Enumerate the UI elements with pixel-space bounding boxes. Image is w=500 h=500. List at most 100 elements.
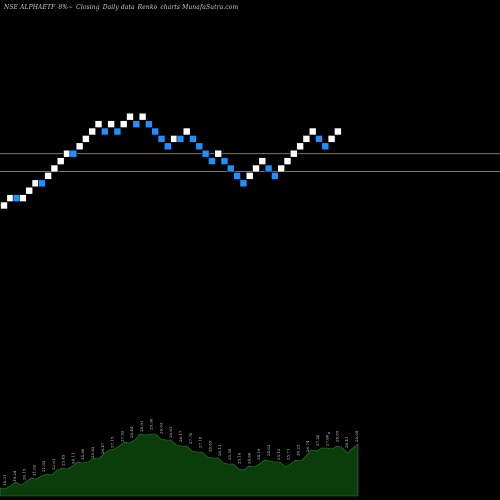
volume-label: 26.11 (217, 445, 222, 456)
up-brick (94, 120, 103, 128)
symbol-label: NSE ALPHAETF (4, 4, 56, 11)
closing-label: Closing (76, 4, 100, 11)
down-brick (12, 194, 21, 202)
volume-label: 26.23 (295, 444, 300, 456)
up-brick (245, 172, 254, 180)
up-brick (308, 127, 317, 136)
volume-labels: 18.31 19.24 20.15 21.02 21.93 22.61 23.45 24.11… (2, 418, 359, 486)
up-brick (277, 164, 286, 173)
up-brick (75, 142, 84, 151)
up-brick (327, 135, 336, 143)
volume-label: 24.96 (80, 448, 85, 460)
up-brick (31, 179, 40, 188)
up-brick (119, 120, 128, 128)
down-brick (239, 179, 248, 188)
chart-header: NSE ALPHAETF 8%~ Closing Daily data Renko cha… (4, 4, 241, 11)
volume-label: 25.12 (276, 448, 281, 460)
volume-area (0, 432, 359, 497)
volume-label: 25.71 (286, 449, 291, 460)
up-brick (138, 112, 147, 121)
down-brick (151, 127, 159, 136)
up-brick (44, 172, 52, 180)
volume-label: 18.31 (2, 475, 7, 486)
down-brick (271, 172, 279, 180)
volume-marker-dot (328, 432, 330, 434)
volume-label: 27.92 (119, 430, 124, 442)
volume-label: 28.05 (334, 430, 339, 442)
volume-label: 19.24 (12, 470, 17, 482)
up-brick (258, 157, 267, 165)
up-brick (56, 157, 65, 165)
up-brick (126, 112, 134, 121)
down-brick (227, 164, 235, 173)
volume-label: 28.44 (129, 426, 134, 438)
volume-label: 27.18 (198, 436, 203, 448)
down-brick (220, 157, 229, 165)
period-label: Daily data (102, 4, 135, 11)
up-brick (334, 127, 342, 136)
renko-bricks (0, 112, 342, 210)
up-brick (252, 164, 260, 173)
volume-label: 27.70 (188, 432, 193, 444)
down-brick (195, 142, 204, 151)
up-brick (88, 127, 96, 136)
volume-label: 24.63 (266, 444, 271, 456)
down-brick (208, 157, 216, 165)
down-brick (157, 135, 166, 143)
down-brick (176, 135, 185, 143)
up-brick (82, 135, 90, 143)
box-size-label: 8%~ (58, 4, 74, 11)
down-brick (189, 135, 197, 143)
up-brick (214, 149, 222, 158)
volume-label: 24.66 (246, 452, 251, 464)
volume-label: 24.11 (70, 453, 75, 464)
down-brick (37, 179, 46, 188)
down-brick (69, 149, 78, 158)
up-brick (302, 135, 311, 143)
down-brick (113, 127, 122, 136)
volume-label: 23.45 (61, 454, 66, 466)
volume-label: 24.19 (256, 448, 261, 460)
down-brick (233, 172, 241, 180)
volume-label: 25.82 (90, 446, 95, 458)
volume-fill (0, 433, 359, 497)
credit-label: charts MunafaSutra.com (160, 4, 239, 11)
volume-label: 28.41 (344, 437, 349, 448)
volume-label: 26.74 (305, 440, 310, 452)
chart-kind-label: Renko (137, 4, 158, 11)
volume-label: 27.20 (315, 434, 320, 446)
down-brick (132, 120, 141, 128)
up-brick (296, 142, 304, 151)
up-brick (170, 135, 178, 143)
volume-label: 26.65 (207, 440, 212, 452)
volume-label: 26.47 (100, 442, 105, 454)
up-brick (289, 149, 298, 158)
up-brick (0, 201, 8, 210)
up-brick (19, 194, 27, 202)
volume-label: 29.03 (158, 422, 163, 434)
up-brick (6, 194, 15, 202)
up-brick (63, 149, 71, 158)
down-brick (164, 142, 172, 151)
volume-label: 21.93 (41, 460, 46, 472)
volume-label: 21.02 (31, 464, 36, 476)
up-brick (182, 127, 191, 136)
up-brick (283, 157, 292, 165)
down-brick (264, 164, 273, 173)
volume-label: 28.09 (354, 430, 359, 442)
volume-label: 20.15 (22, 468, 27, 480)
volume-label: 28.61 (168, 427, 173, 438)
down-brick (321, 142, 330, 151)
reference-lines (0, 153, 500, 172)
volume-label: 27.66 (325, 434, 330, 446)
volume-label: 25.59 (227, 448, 232, 460)
volume-label: 28.17 (178, 430, 183, 442)
volume-label: 22.61 (51, 459, 56, 470)
up-brick (107, 120, 115, 128)
volume-label: 29.36 (149, 418, 154, 430)
volume-label: 27.15 (110, 436, 115, 448)
down-brick (101, 127, 109, 136)
down-brick (145, 120, 153, 128)
